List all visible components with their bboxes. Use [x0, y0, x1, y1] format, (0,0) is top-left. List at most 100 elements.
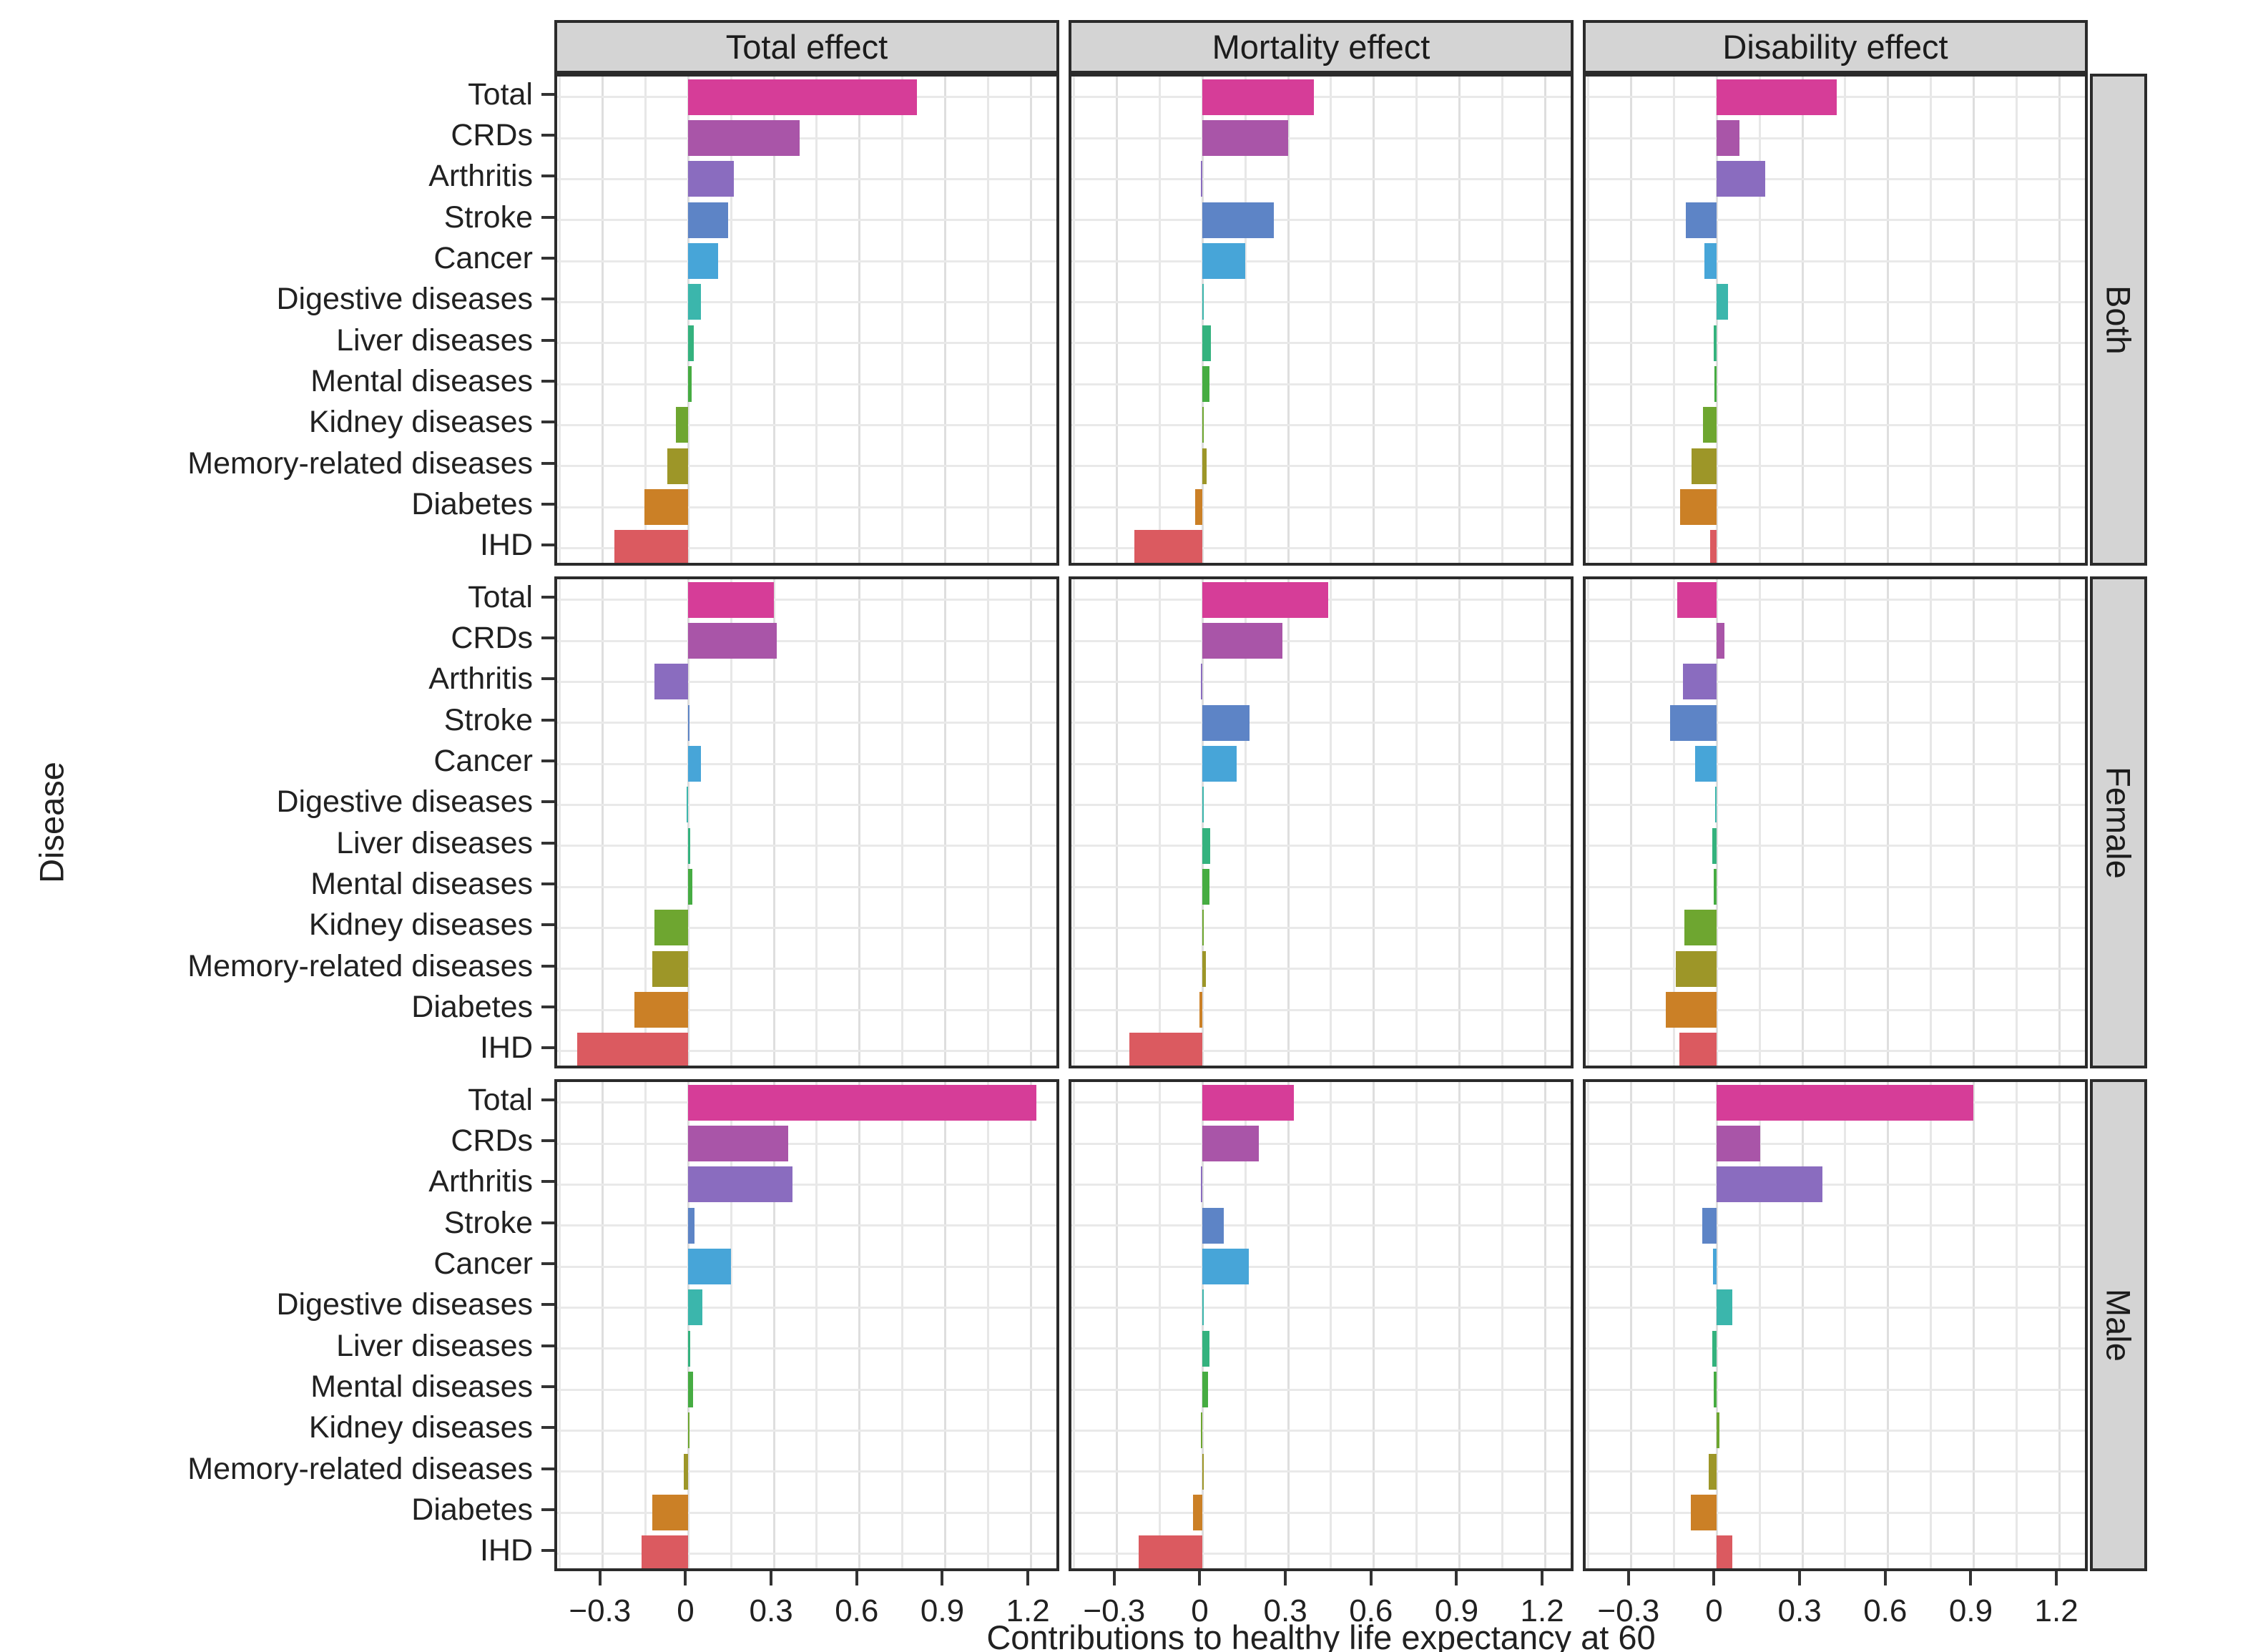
bar-male-total-effect-ihd [641, 1535, 689, 1568]
y-category-label-both-stroke: Stroke [443, 200, 533, 235]
x-tick-label: 0 [1191, 1593, 1209, 1628]
facet-strip-both: Both [2090, 74, 2147, 566]
gridline-vertical-minor [1930, 77, 1933, 563]
facet-strip-male: Male [2090, 1079, 2147, 1571]
gridline-horizontal [557, 506, 1056, 508]
x-tick-label: 0.3 [1777, 1593, 1822, 1628]
gridline-horizontal [1071, 968, 1571, 970]
gridline-horizontal [557, 722, 1056, 724]
y-category-label-male-kidney-diseases: Kidney diseases [308, 1410, 533, 1445]
bar-both-mortality-effect-crds [1202, 120, 1289, 156]
y-tick [541, 759, 554, 762]
gridline-vertical-minor [1673, 1082, 1676, 1568]
bar-both-disability-effect-digestive-diseases [1717, 284, 1728, 320]
y-tick [541, 92, 554, 96]
y-tick [541, 1262, 554, 1265]
bar-female-disability-effect-liver-diseases [1712, 827, 1717, 864]
gridline-horizontal [557, 885, 1056, 888]
x-tick-label: 0.6 [1863, 1593, 1908, 1628]
gridline-horizontal [1071, 546, 1571, 549]
bar-male-mortality-effect-arthritis [1201, 1166, 1203, 1203]
x-tick [2055, 1571, 2058, 1585]
gridline-horizontal [557, 845, 1056, 847]
bar-both-disability-effect-memory-related-diseases [1692, 448, 1717, 484]
bar-female-total-effect-total [688, 581, 775, 618]
x-tick-label: 1.2 [2034, 1593, 2078, 1628]
bar-both-disability-effect-arthritis [1717, 161, 1766, 197]
gridline-vertical-minor [1330, 77, 1332, 563]
y-category-label-female-total: Total [468, 579, 533, 614]
y-tick [541, 1046, 554, 1050]
y-category-label-female-ihd: IHD [479, 1031, 533, 1066]
gridline-horizontal [557, 1470, 1056, 1473]
bar-female-disability-effect-crds [1717, 623, 1725, 659]
gridline-horizontal [557, 1552, 1056, 1555]
gridline-vertical-minor [1930, 1082, 1933, 1568]
gridline-vertical-minor [1501, 579, 1503, 1066]
gridline-vertical-major [1801, 579, 1804, 1066]
y-category-label-both-crds: CRDs [451, 118, 533, 152]
gridline-vertical-minor [1330, 579, 1332, 1066]
gridline-horizontal [557, 383, 1056, 385]
gridline-vertical-major [1887, 579, 1890, 1066]
gridline-vertical-major [943, 579, 946, 1066]
gridline-horizontal [1071, 1306, 1571, 1309]
y-tick [541, 215, 554, 219]
y-category-label-female-mental-diseases: Mental diseases [310, 867, 533, 901]
gridline-vertical-minor [986, 77, 989, 563]
gridline-vertical-major [1801, 77, 1804, 563]
gridline-vertical-minor [1244, 1082, 1247, 1568]
gridline-horizontal [1586, 803, 2085, 806]
panel-male-total-effect [554, 1079, 1059, 1571]
y-tick [541, 1385, 554, 1388]
y-category-label-male-arthritis: Arthritis [428, 1164, 533, 1199]
x-tick-label: −0.3 [1597, 1593, 1660, 1628]
gridline-vertical-major [1543, 579, 1546, 1066]
gridline-horizontal [1586, 762, 2085, 765]
bar-male-total-effect-mental-diseases [688, 1372, 693, 1407]
gridline-horizontal [1071, 260, 1571, 262]
panel-both-mortality-effect [1069, 74, 1574, 566]
y-tick [541, 882, 554, 885]
gridline-horizontal [1071, 423, 1571, 426]
gridline-vertical-minor [1501, 1082, 1503, 1568]
bar-male-disability-effect-liver-diseases [1712, 1330, 1717, 1367]
bar-male-total-effect-diabetes [652, 1495, 689, 1530]
gridline-horizontal [1071, 177, 1571, 180]
y-category-label-both-ihd: IHD [479, 528, 533, 563]
gridline-vertical-major [943, 77, 946, 563]
y-tick [541, 461, 554, 465]
gridline-vertical-major [1116, 77, 1119, 563]
y-category-label-male-liver-diseases: Liver diseases [336, 1328, 533, 1363]
gridline-horizontal [1586, 465, 2085, 468]
facet-strip-mortality-effect: Mortality effect [1069, 20, 1574, 74]
gridline-horizontal [1071, 96, 1571, 99]
y-category-label-both-mental-diseases: Mental diseases [310, 364, 533, 398]
gridline-horizontal [1071, 137, 1571, 139]
gridline-vertical-major [602, 1082, 604, 1568]
bar-female-total-effect-diabetes [634, 992, 689, 1028]
bar-male-disability-effect-kidney-diseases [1717, 1412, 1720, 1449]
gridline-horizontal [1586, 1347, 2085, 1350]
bar-male-disability-effect-arthritis [1717, 1166, 1823, 1203]
y-tick [541, 1508, 554, 1511]
gridline-vertical-minor [559, 579, 561, 1066]
gridline-vertical-minor [1244, 77, 1247, 563]
x-tick-label: 0.3 [749, 1593, 793, 1628]
gridline-vertical-minor [1844, 1082, 1847, 1568]
gridline-horizontal [557, 342, 1056, 345]
gridline-horizontal [557, 546, 1056, 549]
y-tick [541, 1303, 554, 1307]
y-tick [541, 1098, 554, 1101]
bar-both-disability-effect-kidney-diseases [1703, 407, 1717, 443]
x-tick [1369, 1571, 1373, 1585]
bar-both-disability-effect-ihd [1709, 530, 1717, 563]
panel-female-mortality-effect [1069, 576, 1574, 1068]
x-tick-label: 1.2 [1006, 1593, 1050, 1628]
gridline-vertical-major [1630, 1082, 1633, 1568]
y-category-label-both-arthritis: Arthritis [428, 159, 533, 194]
bar-female-mortality-effect-kidney-diseases [1202, 910, 1204, 946]
bar-female-disability-effect-digestive-diseases [1714, 787, 1717, 823]
bar-both-mortality-effect-digestive-diseases [1202, 284, 1204, 320]
